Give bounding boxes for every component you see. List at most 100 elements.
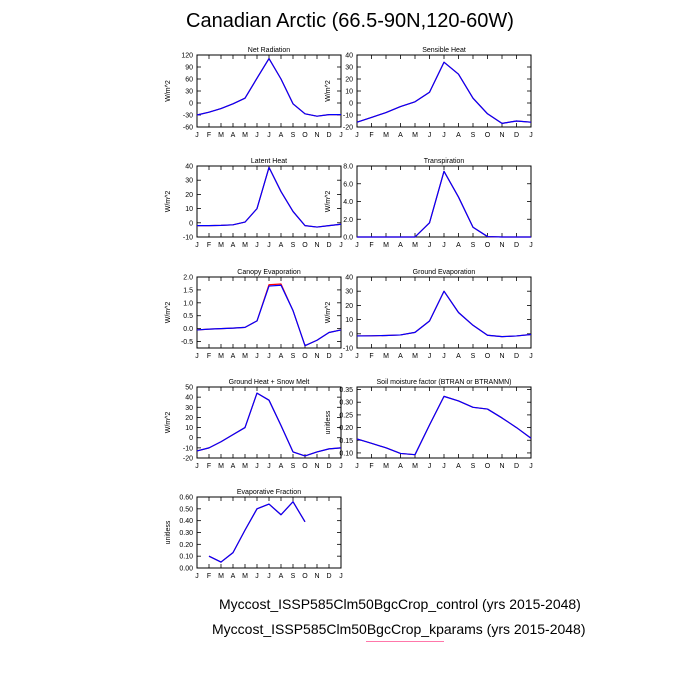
y-tick-label: 0.60	[179, 495, 193, 502]
y-tick-label: 90	[185, 65, 193, 72]
x-tick-label: J	[355, 132, 359, 139]
y-tick-label: 0.10	[179, 554, 193, 561]
x-tick-label: J	[267, 573, 271, 580]
y-axis-label: W/m^2	[165, 302, 172, 324]
x-tick-label: D	[514, 132, 519, 139]
x-tick-label: F	[369, 132, 373, 139]
x-tick-label: D	[326, 463, 331, 470]
panel-title: Soil moisture factor (BTRAN or BTRANMN)	[377, 379, 512, 386]
y-tick-label: -0.5	[181, 339, 193, 346]
x-tick-label: M	[242, 132, 248, 139]
plot-frame	[356, 54, 532, 128]
panel-title: Sensible Heat	[422, 47, 466, 54]
y-tick-label: 0.0	[183, 326, 193, 333]
x-tick-label: D	[514, 242, 519, 249]
x-tick-label: A	[231, 132, 236, 139]
y-tick-label: 1.0	[183, 300, 193, 307]
series-line-1	[196, 57, 341, 117]
x-tick-label: O	[302, 242, 308, 249]
panel-8: Evaporative Fraction unitless 0.60 0.50 0.40…	[165, 489, 343, 580]
y-tick-label: 10	[185, 206, 193, 213]
x-tick-label: J	[339, 463, 343, 470]
x-tick-label: J	[428, 463, 432, 470]
y-tick-label: -10	[343, 113, 353, 120]
x-tick-label: M	[412, 353, 418, 360]
y-tick-label: 0	[189, 220, 193, 227]
x-tick-label: J	[267, 463, 271, 470]
plot-frame	[356, 276, 532, 349]
x-tick-label: S	[291, 463, 296, 470]
x-tick-label: S	[291, 242, 296, 249]
panel-6: Ground Heat + Snow Melt W/m^2 50 40 30 20 10 0 -…	[165, 379, 343, 470]
panel-title: Ground Evaporation	[413, 269, 476, 276]
x-tick-label: N	[314, 242, 319, 249]
y-tick-label: 10	[345, 89, 353, 96]
series-line-1	[357, 170, 531, 238]
y-tick-label: 120	[181, 53, 193, 60]
x-tick-label: M	[218, 242, 224, 249]
y-tick-label: 0.40	[179, 518, 193, 525]
x-tick-label: N	[499, 353, 504, 360]
y-axis-label: unitless	[165, 520, 172, 544]
x-tick-label: J	[195, 353, 199, 360]
series-line-1	[196, 392, 342, 457]
x-tick-label: S	[471, 463, 476, 470]
x-tick-label: J	[195, 573, 199, 580]
x-tick-label: A	[456, 242, 461, 249]
y-tick-label: 50	[185, 385, 193, 392]
x-tick-label: S	[291, 132, 296, 139]
series-line-0	[196, 283, 342, 347]
x-tick-label: S	[291, 353, 296, 360]
x-tick-label: A	[456, 463, 461, 470]
x-tick-label: O	[302, 573, 308, 580]
series-line-1	[197, 166, 342, 228]
y-tick-label: -30	[183, 113, 193, 120]
x-tick-label: M	[242, 353, 248, 360]
y-tick-label: 10	[345, 317, 353, 324]
x-tick-label: F	[207, 132, 211, 139]
x-tick-label: A	[279, 242, 284, 249]
x-tick-label: M	[383, 353, 389, 360]
plot-frame	[196, 496, 342, 569]
x-tick-label: O	[302, 463, 308, 470]
x-tick-label: J	[339, 573, 343, 580]
y-tick-label: 2.0	[183, 275, 193, 282]
y-tick-label: -10	[183, 445, 193, 452]
x-tick-label: A	[231, 573, 236, 580]
x-tick-label: D	[514, 353, 519, 360]
series-line-1	[208, 501, 306, 563]
y-tick-label: -10	[183, 235, 193, 242]
chart-title: Canadian Arctic (66.5-90N,120-60W)	[186, 10, 514, 32]
y-tick-label: 0	[349, 331, 353, 338]
x-tick-label: O	[302, 353, 308, 360]
x-tick-label: M	[242, 573, 248, 580]
x-tick-label: A	[231, 463, 236, 470]
x-tick-label: A	[279, 573, 284, 580]
panel-title: Net Radiation	[248, 47, 291, 54]
series-line-0	[356, 290, 532, 338]
x-tick-label: A	[398, 463, 403, 470]
x-tick-label: J	[442, 132, 446, 139]
x-tick-label: M	[218, 353, 224, 360]
y-axis-label: W/m^2	[165, 191, 172, 213]
y-tick-label: 30	[185, 178, 193, 185]
y-tick-label: 40	[185, 164, 193, 171]
y-tick-label: 0.20	[179, 542, 193, 549]
x-tick-label: J	[195, 242, 199, 249]
x-tick-label: J	[255, 353, 259, 360]
x-tick-label: J	[529, 463, 533, 470]
x-tick-label: M	[242, 463, 248, 470]
y-tick-label: 0.35	[339, 387, 353, 394]
x-tick-label: D	[514, 463, 519, 470]
x-tick-label: J	[267, 242, 271, 249]
y-tick-label: 0.30	[179, 530, 193, 537]
panel-title: Transpiration	[424, 158, 465, 165]
x-tick-label: J	[428, 353, 432, 360]
y-tick-label: -10	[343, 346, 353, 353]
panel-title: Evaporative Fraction	[237, 489, 301, 496]
x-tick-label: M	[218, 573, 224, 580]
